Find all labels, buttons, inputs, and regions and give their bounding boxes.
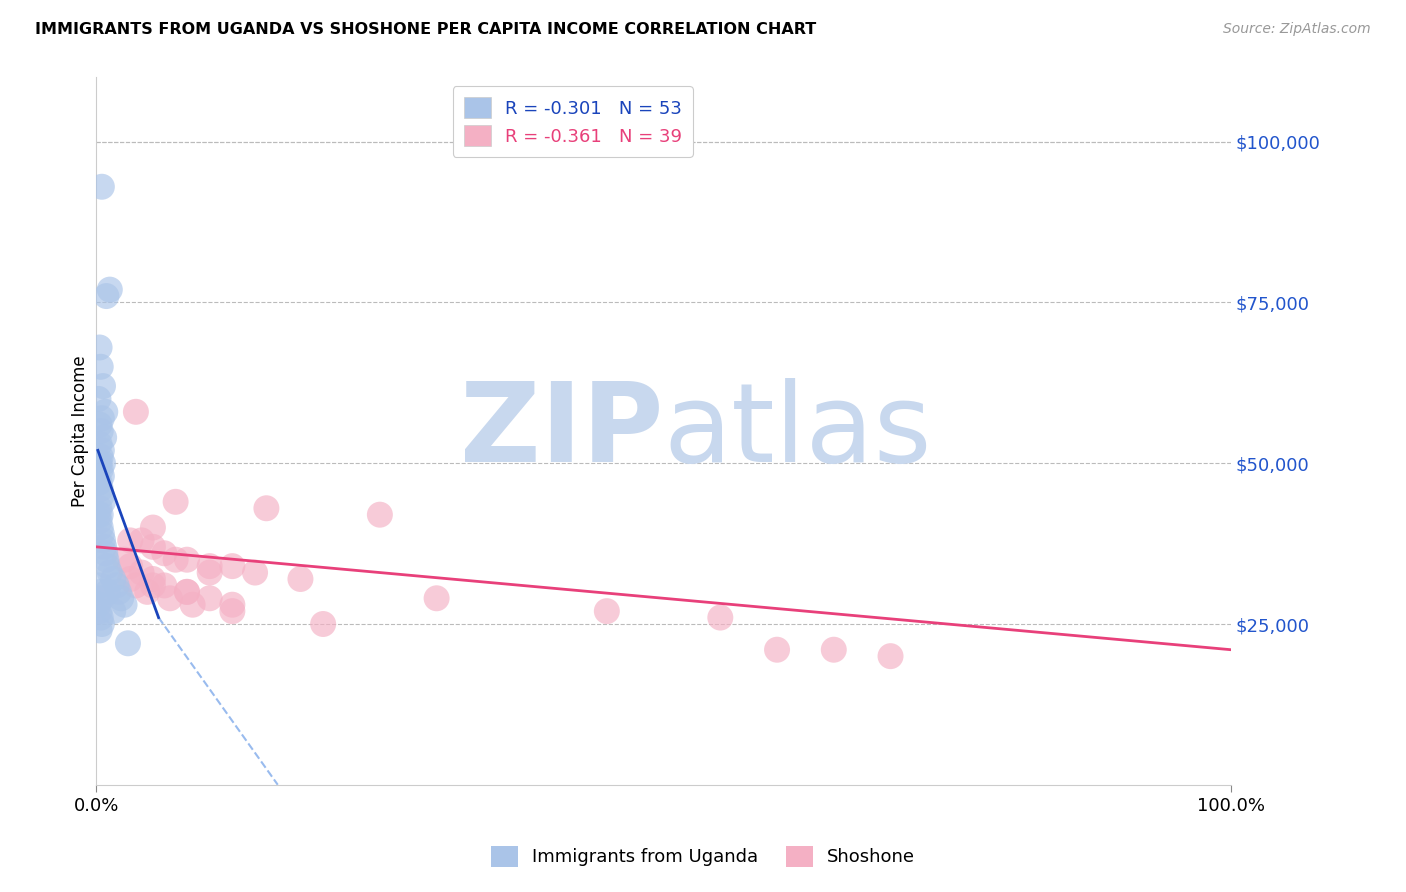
Y-axis label: Per Capita Income: Per Capita Income xyxy=(72,355,89,507)
Point xyxy=(142,520,165,534)
Point xyxy=(290,572,312,586)
Point xyxy=(90,424,112,438)
Point xyxy=(89,578,111,592)
Point xyxy=(142,540,165,554)
Point xyxy=(221,598,243,612)
Point xyxy=(90,591,112,606)
Point xyxy=(87,475,110,490)
Point xyxy=(87,392,110,406)
Point xyxy=(89,501,111,516)
Point xyxy=(90,359,112,374)
Point xyxy=(117,636,139,650)
Point xyxy=(89,341,111,355)
Point xyxy=(181,598,204,612)
Point xyxy=(198,559,221,574)
Point xyxy=(91,456,114,470)
Point xyxy=(96,585,118,599)
Point xyxy=(108,585,131,599)
Point xyxy=(243,566,266,580)
Point xyxy=(368,508,391,522)
Point xyxy=(165,495,187,509)
Point xyxy=(120,572,142,586)
Point xyxy=(110,591,132,606)
Point xyxy=(89,475,111,490)
Point xyxy=(114,598,136,612)
Point xyxy=(142,578,165,592)
Point xyxy=(90,520,112,534)
Point xyxy=(90,179,112,194)
Point xyxy=(93,540,115,554)
Point xyxy=(136,585,159,599)
Point xyxy=(114,552,136,566)
Point xyxy=(120,533,142,548)
Point xyxy=(90,411,112,425)
Point xyxy=(221,559,243,574)
Point xyxy=(91,533,114,548)
Text: Source: ZipAtlas.com: Source: ZipAtlas.com xyxy=(1223,22,1371,37)
Text: atlas: atlas xyxy=(664,377,932,484)
Point xyxy=(312,617,335,632)
Point xyxy=(221,604,243,618)
Point xyxy=(131,533,153,548)
Point xyxy=(91,379,114,393)
Point xyxy=(105,578,128,592)
Point xyxy=(426,591,449,606)
Point xyxy=(254,501,277,516)
Text: ZIP: ZIP xyxy=(460,377,664,484)
Point xyxy=(87,508,110,522)
Point xyxy=(103,604,125,618)
Point xyxy=(96,559,118,574)
Point xyxy=(96,552,118,566)
Point xyxy=(159,591,181,606)
Point xyxy=(90,469,112,483)
Point xyxy=(131,566,153,580)
Point xyxy=(176,585,198,599)
Point xyxy=(120,559,142,574)
Legend: Immigrants from Uganda, Shoshone: Immigrants from Uganda, Shoshone xyxy=(484,838,922,874)
Point xyxy=(87,456,110,470)
Point xyxy=(89,604,111,618)
Point xyxy=(89,417,111,432)
Point xyxy=(90,450,112,464)
Point xyxy=(90,527,112,541)
Point xyxy=(198,566,221,580)
Point xyxy=(89,456,111,470)
Point xyxy=(103,572,125,586)
Point xyxy=(709,610,731,624)
Point xyxy=(142,572,165,586)
Point xyxy=(90,617,112,632)
Point xyxy=(94,546,117,560)
Point xyxy=(87,598,110,612)
Legend: R = -0.301   N = 53, R = -0.361   N = 39: R = -0.301 N = 53, R = -0.361 N = 39 xyxy=(453,87,693,157)
Point xyxy=(125,578,148,592)
Point xyxy=(93,431,115,445)
Point xyxy=(90,488,112,502)
Point xyxy=(89,437,111,451)
Point xyxy=(198,591,221,606)
Point xyxy=(176,552,198,566)
Point xyxy=(153,546,176,560)
Point xyxy=(823,642,845,657)
Point xyxy=(165,552,187,566)
Point xyxy=(596,604,619,618)
Point xyxy=(94,405,117,419)
Point xyxy=(90,463,112,477)
Point xyxy=(153,578,176,592)
Point xyxy=(96,289,118,303)
Point xyxy=(879,649,901,664)
Point xyxy=(89,514,111,528)
Point xyxy=(90,508,112,522)
Point xyxy=(90,585,112,599)
Point xyxy=(90,610,112,624)
Point xyxy=(90,482,112,496)
Point xyxy=(91,495,114,509)
Text: IMMIGRANTS FROM UGANDA VS SHOSHONE PER CAPITA INCOME CORRELATION CHART: IMMIGRANTS FROM UGANDA VS SHOSHONE PER C… xyxy=(35,22,817,37)
Point xyxy=(176,585,198,599)
Point xyxy=(98,566,121,580)
Point xyxy=(90,443,112,458)
Point xyxy=(98,283,121,297)
Point xyxy=(125,405,148,419)
Point xyxy=(89,624,111,638)
Point xyxy=(766,642,789,657)
